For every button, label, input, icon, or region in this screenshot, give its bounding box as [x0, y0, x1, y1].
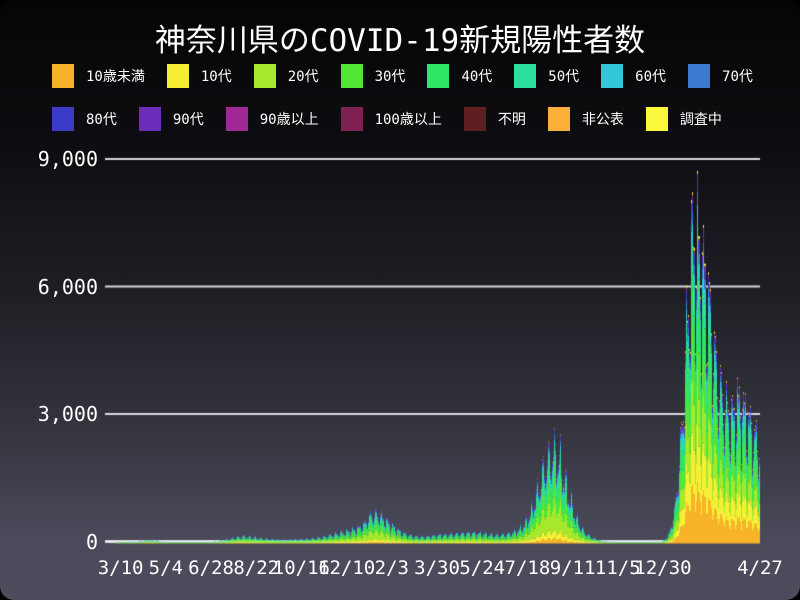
legend-label: 40代	[461, 69, 493, 85]
legend-swatch	[514, 64, 537, 88]
x-tick-12/10: 12/10	[318, 557, 376, 579]
legend-swatch	[225, 107, 248, 131]
x-tick-6/28: 6/28	[188, 557, 234, 579]
chart-title: 神奈川県のCOVID-19新規陽性者数	[154, 23, 646, 59]
legend-item-80代: 80代	[52, 107, 117, 131]
y-tick-0: 0	[85, 529, 98, 554]
legend-item-50代: 50代	[514, 64, 579, 88]
legend-row-2: 80代 90代 90歳以上 100歳以上 不明 非公表 調査中	[52, 107, 792, 131]
x-tick-9/11: 9/11	[549, 557, 596, 579]
legend-label: 50代	[548, 69, 580, 85]
legend-row-1: 10歳未満 10代 20代 30代 40代 50代 60代 70代	[52, 64, 792, 88]
legend-item-不明: 不明	[463, 107, 526, 131]
legend-label: 10歳未満	[86, 69, 145, 85]
legend-item-10代: 10代	[166, 64, 232, 88]
legend-swatch	[52, 107, 74, 131]
legend-label: 調査中	[679, 112, 722, 128]
x-tick-10/16: 10/16	[272, 557, 331, 579]
legend-swatch	[253, 64, 276, 88]
legend-label: 非公表	[581, 112, 624, 128]
x-tick-3/30: 3/30	[414, 557, 460, 579]
legend-swatch	[688, 64, 711, 88]
legend-label: 100歳以上	[374, 112, 442, 128]
legend-item-90代: 90代	[138, 107, 204, 131]
y-tick-3,000: 3,000	[37, 402, 98, 426]
legend-label: 90歳以上	[259, 112, 319, 128]
legend-item-調査中: 調査中	[645, 107, 722, 131]
legend-label: 90代	[172, 112, 204, 128]
x-tick-11/5: 11/5	[594, 557, 641, 579]
x-tick-7/18: 7/18	[504, 557, 551, 579]
legend-swatch	[601, 64, 624, 88]
x-tick-3/10: 3/10	[97, 557, 144, 579]
legend-swatch	[340, 107, 363, 131]
legend-item-100歳以上: 100歳以上	[340, 107, 442, 131]
legend-swatch	[340, 64, 363, 88]
legend-label: 60代	[635, 69, 667, 85]
x-tick-2/3: 2/3	[374, 557, 409, 579]
chart-legend: 10歳未満 10代 20代 30代 40代 50代 60代 70代 80代 90代 90歳以上 10…	[52, 64, 792, 150]
legend-swatch	[427, 64, 450, 88]
legend-label: 30代	[374, 69, 406, 85]
x-tick-4/27: 4/27	[737, 557, 783, 579]
y-tick-9,000: 9,000	[37, 147, 98, 171]
legend-label: 80代	[86, 112, 117, 128]
legend-label: 70代	[722, 69, 753, 85]
legend-swatch	[547, 107, 570, 131]
legend-item-10歳未満: 10歳未満	[52, 64, 145, 88]
legend-swatch	[645, 107, 668, 131]
x-tick-8/22: 8/22	[233, 557, 280, 579]
legend-label: 10代	[200, 69, 232, 85]
legend-swatch	[138, 107, 161, 131]
legend-swatch	[463, 107, 486, 131]
legend-swatch	[166, 64, 189, 88]
legend-item-非公表: 非公表	[547, 107, 624, 131]
legend-item-60代: 60代	[601, 64, 666, 88]
x-tick-5/4: 5/4	[148, 557, 183, 579]
legend-swatch	[52, 64, 74, 88]
legend-item-20代: 20代	[253, 64, 319, 88]
legend-item-30代: 30代	[340, 64, 406, 88]
x-tick-12/30: 12/30	[634, 557, 692, 579]
legend-item-90歳以上: 90歳以上	[225, 107, 319, 131]
x-tick-5/24: 5/24	[459, 557, 506, 579]
y-tick-6,000: 6,000	[37, 274, 98, 299]
legend-label: 20代	[287, 69, 319, 85]
legend-item-70代: 70代	[688, 64, 753, 88]
legend-item-40代: 40代	[427, 64, 492, 88]
legend-label: 不明	[497, 112, 526, 128]
